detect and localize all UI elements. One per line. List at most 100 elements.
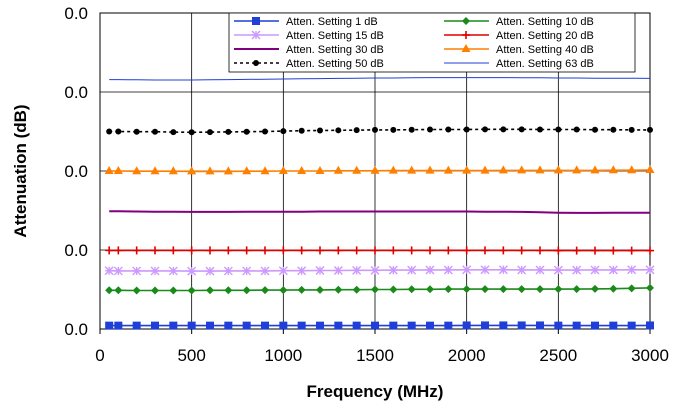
data-point bbox=[463, 126, 470, 133]
data-point bbox=[150, 166, 160, 175]
x-tick-label: 500 bbox=[177, 346, 205, 365]
x-tick-label: 1000 bbox=[264, 346, 302, 365]
data-point bbox=[426, 321, 434, 330]
data-point bbox=[610, 126, 617, 133]
data-point bbox=[554, 246, 563, 255]
data-point bbox=[572, 285, 581, 294]
data-point bbox=[647, 126, 653, 133]
data-point bbox=[206, 321, 214, 330]
legend-item: Atten. Setting 30 dB bbox=[234, 44, 384, 56]
data-point bbox=[627, 265, 637, 275]
data-point bbox=[187, 286, 196, 295]
legend-label: Atten. Setting 50 dB bbox=[286, 58, 384, 70]
data-point bbox=[150, 266, 160, 276]
data-point bbox=[517, 246, 526, 255]
data-point bbox=[115, 128, 122, 135]
data-point bbox=[169, 246, 178, 255]
y-tick-label: 0.0 bbox=[64, 4, 88, 23]
series-6 bbox=[104, 165, 655, 175]
series-line bbox=[109, 210, 650, 214]
data-point bbox=[132, 246, 141, 255]
series-8 bbox=[109, 77, 651, 81]
data-point bbox=[187, 321, 196, 330]
data-point bbox=[334, 321, 343, 330]
data-point bbox=[132, 266, 142, 276]
data-point bbox=[499, 285, 508, 294]
data-point bbox=[407, 165, 417, 174]
data-point bbox=[206, 246, 214, 255]
data-point bbox=[370, 165, 380, 174]
data-point bbox=[316, 285, 324, 294]
data-point bbox=[498, 265, 508, 275]
legend-label: Atten. Setting 20 dB bbox=[496, 30, 594, 42]
data-point bbox=[262, 128, 268, 135]
series-layer bbox=[104, 77, 655, 330]
data-point bbox=[590, 165, 600, 174]
data-point bbox=[462, 246, 471, 255]
data-point bbox=[445, 126, 452, 133]
legend-swatch-marker bbox=[462, 17, 470, 25]
series-7 bbox=[106, 126, 653, 136]
data-point bbox=[132, 321, 141, 330]
data-point bbox=[261, 321, 269, 330]
data-point bbox=[278, 266, 288, 276]
data-point bbox=[317, 127, 323, 134]
data-point bbox=[608, 265, 618, 275]
data-point bbox=[388, 165, 398, 174]
legend-swatch-marker bbox=[252, 17, 260, 25]
tick-labels: 0 500 1000 1500 2000 2500 3000 0.0 0.0 0.0 0.0 0.0 bbox=[64, 4, 669, 365]
data-point bbox=[315, 166, 325, 174]
data-point bbox=[105, 286, 114, 295]
data-point bbox=[205, 266, 215, 276]
x-axis-title: Frequency (MHz) bbox=[307, 382, 444, 401]
data-point bbox=[333, 266, 343, 276]
data-point bbox=[297, 266, 307, 276]
y-axis-title: Attenuation (dB) bbox=[11, 104, 30, 237]
data-point bbox=[187, 166, 197, 175]
data-point bbox=[554, 321, 563, 330]
data-point bbox=[316, 246, 324, 255]
data-point bbox=[499, 321, 508, 330]
data-point bbox=[572, 246, 581, 255]
data-point bbox=[517, 285, 526, 294]
data-point bbox=[242, 286, 251, 295]
data-point bbox=[335, 127, 342, 134]
data-point bbox=[554, 285, 563, 294]
data-point bbox=[242, 246, 251, 255]
data-point bbox=[113, 166, 123, 174]
data-point bbox=[572, 321, 581, 330]
data-point bbox=[572, 165, 582, 174]
data-point bbox=[536, 321, 544, 330]
data-point bbox=[297, 166, 307, 174]
data-point bbox=[333, 165, 343, 174]
data-point bbox=[352, 285, 361, 294]
data-point bbox=[279, 246, 288, 255]
data-point bbox=[462, 165, 472, 174]
data-point bbox=[480, 265, 490, 275]
data-point bbox=[352, 265, 362, 275]
data-point bbox=[608, 165, 618, 174]
data-point bbox=[444, 285, 453, 294]
legend-label: Atten. Setting 30 dB bbox=[286, 44, 384, 56]
data-point bbox=[133, 128, 140, 135]
data-point bbox=[370, 265, 380, 275]
data-point bbox=[104, 166, 114, 174]
x-tick-label: 2000 bbox=[448, 346, 486, 365]
series-2 bbox=[105, 283, 654, 295]
data-point bbox=[243, 128, 250, 135]
data-point bbox=[280, 128, 287, 135]
data-point bbox=[482, 126, 488, 133]
legend-label: Atten. Setting 10 dB bbox=[496, 16, 594, 28]
data-point bbox=[113, 266, 123, 276]
data-point bbox=[645, 165, 655, 174]
data-point bbox=[242, 166, 252, 175]
data-point bbox=[537, 126, 543, 133]
data-point bbox=[297, 285, 306, 294]
data-point bbox=[517, 165, 527, 174]
y-tick-label: 0.0 bbox=[64, 241, 88, 260]
data-point bbox=[297, 321, 306, 330]
data-point bbox=[334, 246, 343, 255]
data-point bbox=[462, 265, 472, 275]
